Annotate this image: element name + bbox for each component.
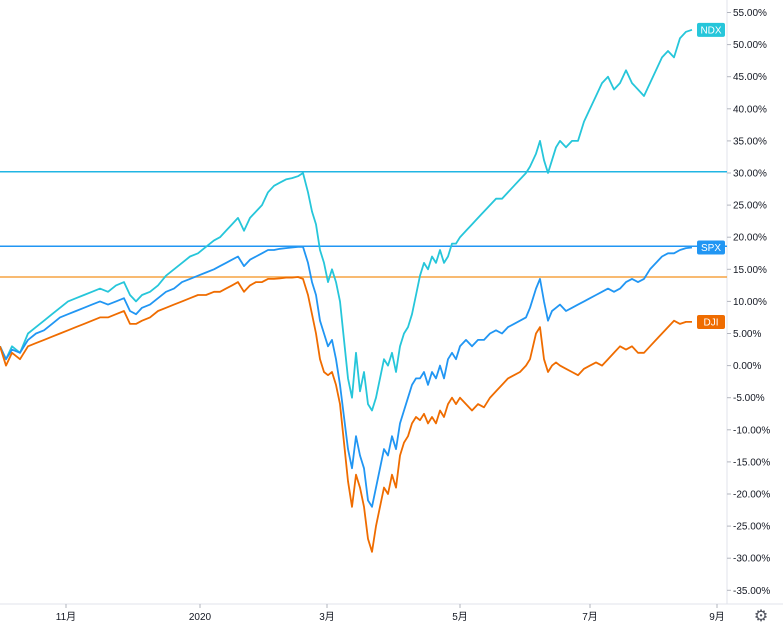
x-tick-label: 2020 [189,612,212,623]
series-tag-bg [697,314,725,329]
x-tick-label: 3月 [319,611,335,623]
y-tick-label: 25.00% [733,201,767,212]
x-tick-label: 11月 [56,611,76,623]
x-tick-label: 7月 [582,611,598,623]
series-line-ndx[interactable] [0,28,693,412]
series-tag-label: NDX [700,25,721,36]
y-tick-label: 45.00% [733,72,767,83]
series-tag-bg [697,22,725,37]
y-tick-label: -25.00% [733,522,770,533]
y-tick-label: -35.00% [733,586,770,597]
x-tick-label: 5月 [452,611,468,623]
y-tick-label: 20.00% [733,233,767,244]
y-tick-label: 55.00% [733,8,767,19]
y-tick-label: 35.00% [733,136,767,147]
series-tag-dji: DJI [697,314,725,329]
y-tick-label: 15.00% [733,265,767,276]
series-tag-spx: SPX [697,240,725,255]
y-tick-label: 30.00% [733,169,767,180]
series-tag-bg [697,240,725,255]
y-tick-label: 10.00% [733,297,767,308]
y-tick-label: -15.00% [733,457,770,468]
y-tick-label: -10.00% [733,425,770,436]
y-tick-label: -30.00% [733,554,770,565]
y-tick-label: 0.00% [733,361,761,372]
series-tag-label: DJI [704,317,719,328]
gear-icon[interactable]: ⚙ [753,608,769,625]
y-tick-label: 5.00% [733,329,761,340]
y-tick-label: 50.00% [733,40,767,51]
x-tick-label: 9月 [709,611,725,623]
series-line-dji[interactable] [0,276,692,553]
series-line-spx[interactable] [0,245,693,508]
y-tick-label: -20.00% [733,490,770,501]
y-tick-label: -5.00% [733,393,765,404]
series-tag-ndx: NDX [697,22,725,37]
series-tag-label: SPX [701,243,721,254]
y-tick-label: 40.00% [733,104,767,115]
